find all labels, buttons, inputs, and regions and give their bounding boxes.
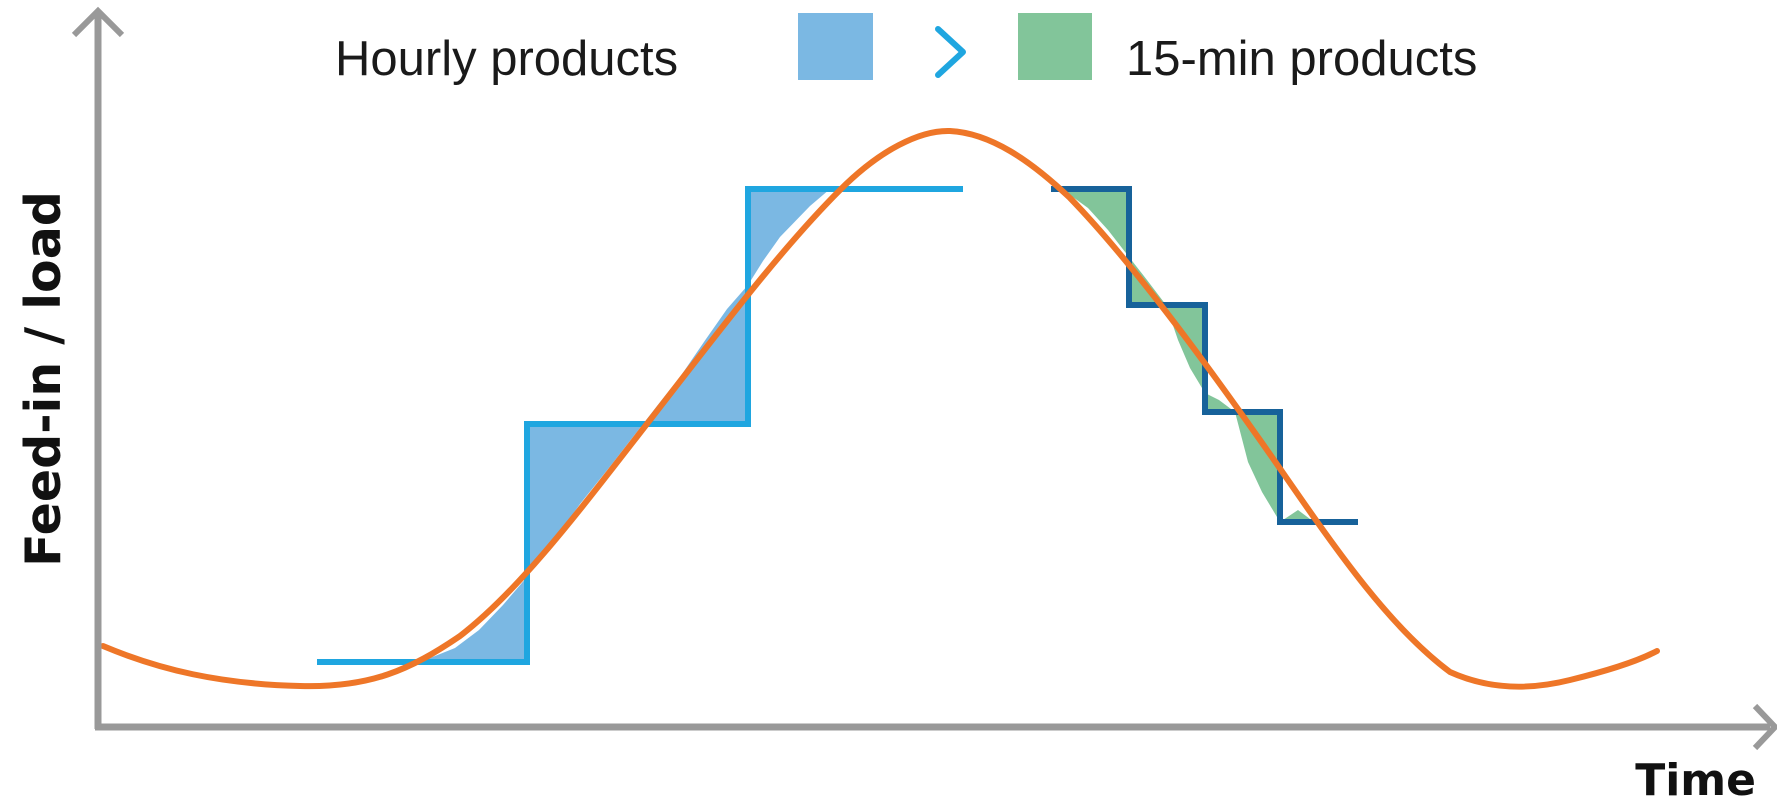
y-axis-label: Feed-in / load	[15, 191, 72, 567]
load-curve	[100, 127, 1660, 690]
legend-quarter-label: 15-min products	[1126, 32, 1477, 86]
legend-hourly-label: Hourly products	[335, 32, 678, 86]
quarter-hour-products-line	[1051, 186, 1358, 525]
legend: Hourly products 15-min products	[335, 13, 1477, 86]
legend-greater-than-icon	[935, 26, 966, 78]
x-axis-label: Time	[1635, 755, 1756, 805]
y-axis-arrowhead	[71, 6, 125, 38]
quarter-mismatch-area	[1052, 189, 1314, 522]
legend-hourly-swatch	[798, 13, 873, 80]
hourly-products-line	[317, 186, 963, 665]
x-axis-arrowhead	[1752, 703, 1777, 751]
legend-quarter-swatch	[1018, 13, 1092, 80]
